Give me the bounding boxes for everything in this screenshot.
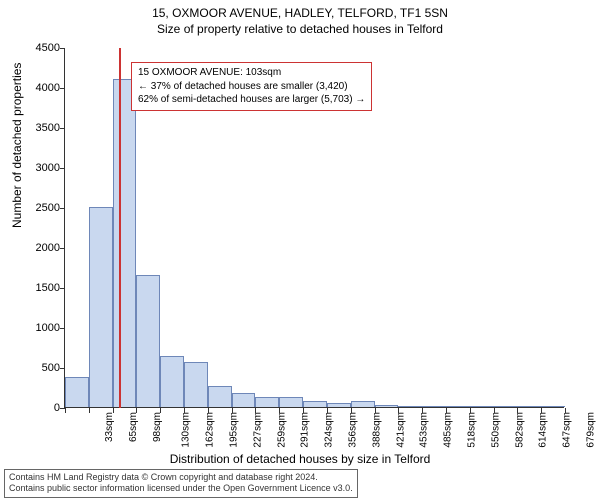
x-tick-label: 614sqm bbox=[538, 412, 549, 448]
y-tick-label: 3500 bbox=[20, 122, 60, 134]
y-tick-mark bbox=[60, 288, 65, 289]
x-tick-mark bbox=[255, 408, 256, 413]
property-info-box: 15 OXMOOR AVENUE: 103sqm← 37% of detache… bbox=[131, 62, 372, 111]
histogram-bar bbox=[89, 207, 113, 407]
histogram-bar bbox=[136, 275, 160, 407]
histogram-bar bbox=[160, 356, 184, 407]
x-tick-mark bbox=[494, 408, 495, 413]
title-line-2: Size of property relative to detached ho… bbox=[0, 22, 600, 36]
x-tick-label: 518sqm bbox=[467, 412, 478, 448]
histogram-bar bbox=[541, 406, 565, 407]
histogram-bar bbox=[446, 406, 470, 407]
y-tick-label: 0 bbox=[20, 402, 60, 414]
x-tick-label: 259sqm bbox=[276, 412, 287, 448]
y-tick-label: 4500 bbox=[20, 42, 60, 54]
histogram-bar bbox=[422, 406, 446, 407]
y-tick-label: 2000 bbox=[20, 242, 60, 254]
attribution-line-2: Contains public sector information licen… bbox=[9, 483, 353, 495]
x-tick-mark bbox=[208, 408, 209, 413]
chart-area: 05001000150020002500300035004000450033sq… bbox=[64, 48, 564, 408]
histogram-bar bbox=[279, 397, 303, 407]
y-tick-mark bbox=[60, 168, 65, 169]
histogram-bar bbox=[255, 397, 279, 407]
x-tick-label: 582sqm bbox=[514, 412, 525, 448]
y-tick-label: 1500 bbox=[20, 282, 60, 294]
x-tick-label: 647sqm bbox=[562, 412, 573, 448]
y-tick-label: 3000 bbox=[20, 162, 60, 174]
x-tick-mark bbox=[565, 408, 566, 413]
y-tick-label: 500 bbox=[20, 362, 60, 374]
x-tick-label: 227sqm bbox=[252, 412, 263, 448]
x-tick-mark bbox=[136, 408, 137, 413]
x-tick-label: 421sqm bbox=[395, 412, 406, 448]
histogram-bar bbox=[398, 406, 422, 407]
x-tick-mark bbox=[303, 408, 304, 413]
histogram-bar bbox=[232, 393, 256, 407]
histogram-bar bbox=[327, 403, 351, 407]
x-tick-label: 324sqm bbox=[324, 412, 335, 448]
chart-title-block: 15, OXMOOR AVENUE, HADLEY, TELFORD, TF1 … bbox=[0, 0, 600, 36]
x-tick-mark bbox=[113, 408, 114, 413]
x-tick-mark bbox=[327, 408, 328, 413]
x-tick-mark bbox=[184, 408, 185, 413]
x-tick-mark bbox=[232, 408, 233, 413]
x-tick-label: 130sqm bbox=[181, 412, 192, 448]
x-tick-mark bbox=[160, 408, 161, 413]
y-tick-mark bbox=[60, 88, 65, 89]
x-tick-label: 65sqm bbox=[128, 412, 139, 442]
x-tick-mark bbox=[375, 408, 376, 413]
x-tick-label: 356sqm bbox=[348, 412, 359, 448]
x-tick-label: 195sqm bbox=[229, 412, 240, 448]
x-tick-label: 291sqm bbox=[300, 412, 311, 448]
histogram-bar bbox=[303, 401, 327, 407]
x-tick-mark bbox=[517, 408, 518, 413]
y-tick-label: 4000 bbox=[20, 82, 60, 94]
histogram-bar bbox=[113, 79, 137, 407]
x-tick-label: 550sqm bbox=[490, 412, 501, 448]
x-tick-label: 162sqm bbox=[205, 412, 216, 448]
x-tick-label: 679sqm bbox=[586, 412, 597, 448]
x-axis-label: Distribution of detached houses by size … bbox=[0, 452, 600, 466]
x-tick-mark bbox=[89, 408, 90, 413]
x-tick-label: 98sqm bbox=[152, 412, 163, 442]
y-tick-mark bbox=[60, 208, 65, 209]
info-box-line: ← 37% of detached houses are smaller (3,… bbox=[138, 80, 365, 94]
y-tick-mark bbox=[60, 48, 65, 49]
x-tick-mark bbox=[541, 408, 542, 413]
x-tick-label: 33sqm bbox=[104, 412, 115, 442]
histogram-bar bbox=[208, 386, 232, 407]
y-tick-label: 2500 bbox=[20, 202, 60, 214]
info-box-line: 62% of semi-detached houses are larger (… bbox=[138, 93, 365, 107]
y-tick-label: 1000 bbox=[20, 322, 60, 334]
y-tick-mark bbox=[60, 128, 65, 129]
histogram-bar bbox=[184, 362, 208, 407]
title-line-1: 15, OXMOOR AVENUE, HADLEY, TELFORD, TF1 … bbox=[0, 6, 600, 20]
x-tick-mark bbox=[446, 408, 447, 413]
plot-area: 05001000150020002500300035004000450033sq… bbox=[64, 48, 564, 408]
attribution-box: Contains HM Land Registry data © Crown c… bbox=[4, 469, 358, 498]
x-tick-label: 388sqm bbox=[371, 412, 382, 448]
x-tick-mark bbox=[470, 408, 471, 413]
histogram-bar bbox=[494, 406, 518, 407]
histogram-bar bbox=[470, 406, 494, 407]
histogram-bar bbox=[517, 406, 541, 407]
histogram-bar bbox=[65, 377, 89, 407]
histogram-bar bbox=[375, 405, 399, 407]
histogram-bar bbox=[351, 401, 375, 407]
info-box-line: 15 OXMOOR AVENUE: 103sqm bbox=[138, 66, 365, 80]
x-tick-mark bbox=[351, 408, 352, 413]
property-marker-line bbox=[119, 48, 121, 408]
x-tick-label: 453sqm bbox=[419, 412, 430, 448]
y-tick-mark bbox=[60, 328, 65, 329]
x-tick-mark bbox=[422, 408, 423, 413]
y-tick-mark bbox=[60, 248, 65, 249]
attribution-line-1: Contains HM Land Registry data © Crown c… bbox=[9, 472, 353, 484]
x-tick-mark bbox=[65, 408, 66, 413]
y-tick-mark bbox=[60, 368, 65, 369]
x-tick-mark bbox=[398, 408, 399, 413]
x-tick-label: 485sqm bbox=[443, 412, 454, 448]
x-tick-mark bbox=[279, 408, 280, 413]
